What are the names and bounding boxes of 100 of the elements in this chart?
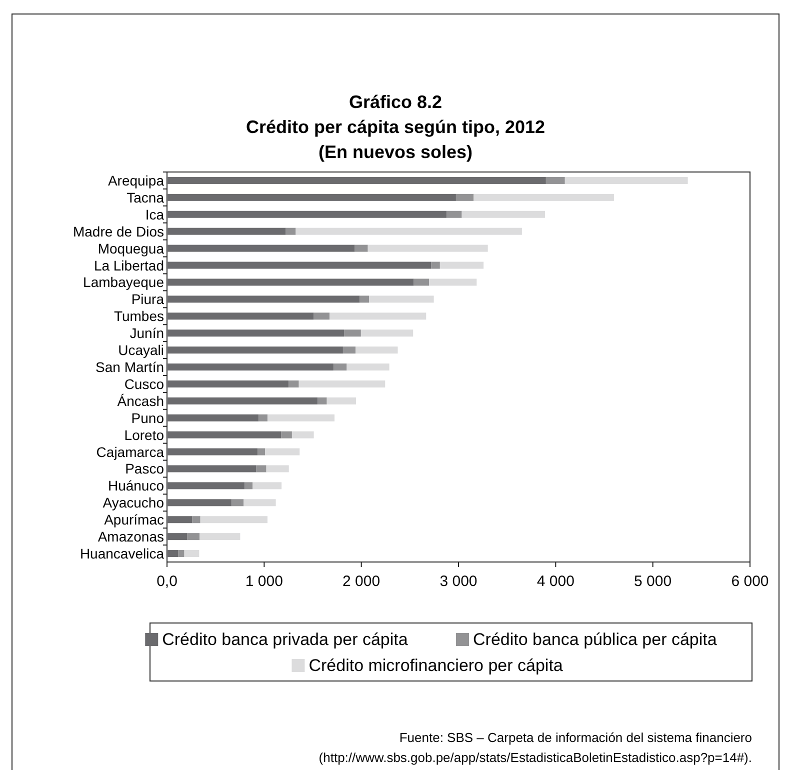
- x-tick-label: 4 000: [536, 573, 574, 590]
- bar: [167, 533, 188, 540]
- chart-subtitle: Crédito per cápita según tipo, 2012 (En nuevos soles): [246, 117, 546, 162]
- bar: [167, 278, 414, 286]
- bar: [178, 550, 184, 558]
- y-tick-label: Amazonas: [98, 528, 164, 545]
- y-tick-label: Ica: [145, 206, 164, 222]
- x-tick-label: 0,0: [156, 573, 178, 590]
- y-tick-label: San Martín: [96, 359, 164, 375]
- bar: [344, 330, 361, 337]
- bar: [167, 296, 360, 303]
- y-tick-label: Huánuco: [108, 478, 164, 494]
- bar: [546, 176, 565, 184]
- y-tick-label: Lambayeque: [83, 274, 164, 290]
- bar: [330, 312, 426, 320]
- x-tick-label: 1 000: [245, 573, 283, 590]
- bar: [167, 465, 256, 472]
- bar: [564, 176, 688, 184]
- y-tick-label: Huancavelica: [80, 546, 164, 562]
- y-tick-label: Piura: [131, 291, 164, 308]
- y-tick-label: Apurímac: [104, 512, 164, 528]
- bar: [187, 533, 200, 540]
- bar: [167, 448, 258, 456]
- bar: [167, 499, 232, 506]
- bar: [167, 210, 446, 218]
- bar: [267, 414, 335, 422]
- bar: [369, 296, 434, 303]
- bar: [462, 210, 545, 218]
- bar: [326, 397, 356, 404]
- bar: [167, 244, 355, 252]
- bar: [318, 397, 327, 404]
- legend-label: Crédito microfinanciero per cápita: [308, 656, 564, 675]
- y-tick-label: Madre de Dios: [72, 223, 164, 240]
- bar: [265, 448, 300, 456]
- legend-label: Crédito banca privada per cápita: [162, 630, 408, 649]
- bar: [296, 228, 522, 235]
- bar: [167, 330, 344, 337]
- bar: [281, 431, 292, 438]
- bar: [244, 499, 276, 506]
- bar: [167, 228, 286, 235]
- bar: [167, 380, 288, 388]
- x-tick-label: 5 000: [634, 573, 672, 590]
- bar: [429, 278, 477, 286]
- y-tick-label: Pasco: [125, 460, 164, 477]
- bar: [346, 364, 390, 370]
- bar: [184, 550, 200, 558]
- bar: [368, 244, 488, 252]
- x-tick-label: 2 000: [342, 573, 380, 590]
- bar: [200, 533, 240, 540]
- y-tick-label: Áncash: [117, 392, 164, 409]
- bar: [360, 330, 414, 337]
- y-tick-label: Moquegua: [98, 240, 164, 256]
- bar: [288, 380, 299, 388]
- bar: [257, 448, 266, 456]
- y-tick-label: La Libertad: [94, 257, 164, 274]
- legend-label: Crédito banca pública per cápita: [473, 630, 718, 649]
- y-tick-label: Junín: [130, 325, 164, 342]
- bar: [256, 465, 266, 472]
- bar: [167, 364, 334, 370]
- bar: [414, 278, 430, 286]
- bar: [298, 380, 386, 388]
- bar: [167, 262, 432, 269]
- bar: [292, 431, 314, 438]
- x-tick-label: 6 000: [731, 573, 769, 590]
- bar: [167, 346, 343, 354]
- y-tick-label: Ucayali: [118, 342, 164, 358]
- bar: [167, 312, 314, 320]
- bar: [231, 499, 244, 506]
- y-tick-label: Ayacucho: [102, 494, 164, 511]
- bar: [360, 296, 370, 303]
- bar: [167, 550, 178, 558]
- bar: [167, 176, 546, 184]
- bar: [356, 346, 398, 354]
- y-tick-label: Tacna: [126, 189, 164, 206]
- bar: [167, 482, 244, 490]
- bar: [446, 210, 462, 218]
- y-tick-label: Cajamarca: [96, 444, 164, 460]
- bar: [334, 364, 347, 370]
- bar: [167, 516, 192, 524]
- y-tick-label: Cusco: [124, 376, 164, 392]
- bar: [440, 262, 484, 269]
- bar: [474, 194, 614, 201]
- bar: [342, 346, 356, 354]
- bar: [266, 465, 289, 472]
- bar: [200, 516, 268, 524]
- bar: [167, 431, 282, 438]
- y-tick-label: Tumbes: [114, 308, 164, 324]
- y-tick-label: Loreto: [124, 426, 164, 443]
- bar: [167, 194, 456, 201]
- source-note: Fuente: SBS – Carpeta de información del sistema financiero (http://www.sbs.gob.pe/app/stats/EstadisticaBoletinEstadistico.asp?p=14#).: [318, 730, 752, 765]
- bar: [167, 414, 259, 422]
- y-tick-label: Puno: [131, 410, 164, 426]
- bar: [252, 482, 282, 490]
- bar: [258, 414, 268, 422]
- bar: [244, 482, 253, 490]
- bar: [314, 312, 330, 320]
- bar: [456, 194, 474, 201]
- bar: [431, 262, 440, 269]
- y-tick-label: Arequipa: [108, 172, 164, 188]
- bar: [354, 244, 368, 252]
